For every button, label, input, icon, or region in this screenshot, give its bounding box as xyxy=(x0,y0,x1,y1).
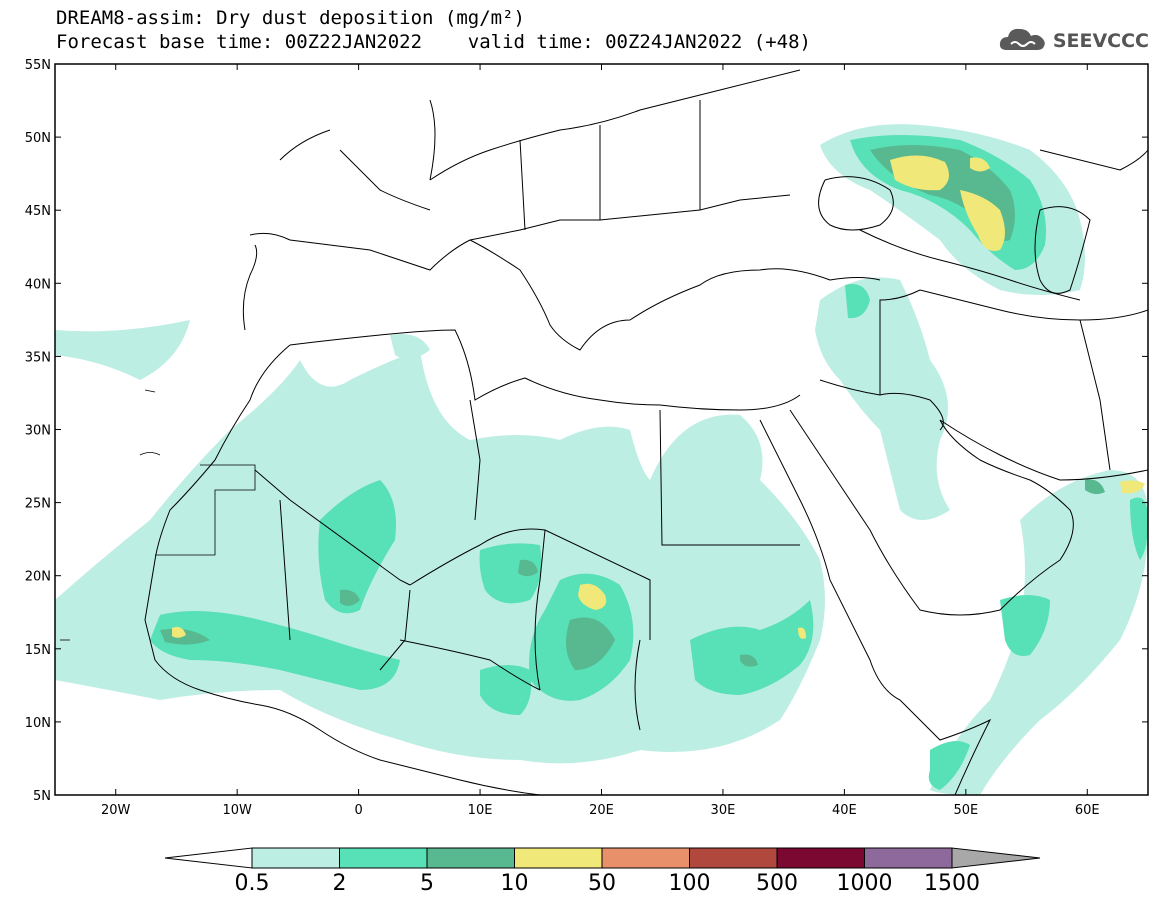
lat-tick-label: 50N xyxy=(25,131,51,146)
dust-shading xyxy=(55,124,1148,795)
lat-tick-label: 5N xyxy=(33,789,51,804)
colorbar: 0.5 2 5 10 50 100 500 1000 1500 xyxy=(164,847,1041,896)
colorbar-label: 2 xyxy=(333,871,347,896)
lat-tick-label: 15N xyxy=(25,643,51,658)
colorbar-label: 0.5 xyxy=(235,871,270,896)
lat-tick-label: 20N xyxy=(25,570,51,585)
colorbar-label: 500 xyxy=(756,871,798,896)
colorbar-label: 5 xyxy=(420,871,434,896)
colorbar-swatch xyxy=(864,847,953,869)
colorbar-label: 100 xyxy=(669,871,711,896)
lat-tick-label: 45N xyxy=(25,204,51,219)
lat-tick-label: 10N xyxy=(25,716,51,731)
map-title: DREAM8-assim: Dry dust deposition (mg/m²… xyxy=(56,7,525,29)
lon-tick-label: 20W xyxy=(101,803,131,818)
colorbar-swatch xyxy=(514,847,603,869)
colorbar-over-arrow xyxy=(951,847,1041,869)
lat-tick-label: 35N xyxy=(25,350,51,365)
colorbar-label: 50 xyxy=(588,871,616,896)
colorbar-under-arrow xyxy=(164,847,253,869)
lat-tick-label: 25N xyxy=(25,497,51,512)
lon-tick-label: 50E xyxy=(953,803,978,818)
lon-tick-label: 60E xyxy=(1075,803,1100,818)
colorbar-label: 1500 xyxy=(924,871,980,896)
colorbar-swatch xyxy=(339,847,428,869)
lon-tick-label: 30E xyxy=(711,803,736,818)
colorbar-label: 10 xyxy=(501,871,529,896)
lon-tick-label: 20E xyxy=(589,803,614,818)
lon-tick-label: 10E xyxy=(468,803,493,818)
coastlines-and-borders xyxy=(60,69,1148,795)
colorbar-label: 1000 xyxy=(837,871,893,896)
latitude-axis: 55N 50N 45N 40N 35N 30N 25N 20N 15N 10N 5N xyxy=(25,58,1148,804)
longitude-axis: 20W 10W 0 10E 20E 30E 40E 50E 60E xyxy=(101,64,1100,818)
map-subtitle: Forecast base time: 00Z22JAN2022 valid t… xyxy=(56,31,811,53)
seevccc-logo: SEEVCCC xyxy=(997,24,1149,58)
colorbar-swatch xyxy=(251,847,340,869)
lon-tick-label: 40E xyxy=(832,803,857,818)
logo-text: SEEVCCC xyxy=(1052,30,1149,52)
lon-tick-label: 0 xyxy=(354,803,362,818)
lat-tick-label: 55N xyxy=(25,58,51,73)
lat-tick-label: 40N xyxy=(25,277,51,292)
colorbar-swatch xyxy=(601,847,690,869)
cloud-icon xyxy=(997,24,1049,58)
colorbar-swatch xyxy=(689,847,778,869)
colorbar-swatch xyxy=(426,847,515,869)
lat-tick-label: 30N xyxy=(25,424,51,439)
colorbar-swatch xyxy=(776,847,865,869)
lon-tick-label: 10W xyxy=(222,803,252,818)
